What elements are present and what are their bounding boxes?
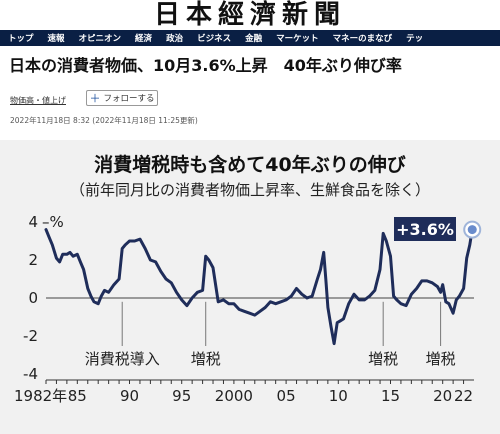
masthead[interactable]: 日本經濟新聞 <box>0 0 500 30</box>
y-tick-label: 4 <box>28 213 38 231</box>
x-tick-label: 22 <box>454 387 473 405</box>
nav-item-money[interactable]: マネーのまなび <box>332 34 393 44</box>
x-tick-label: 95 <box>172 387 191 405</box>
latest-callout-box <box>394 217 456 241</box>
nav-item-top[interactable]: トップ <box>8 34 34 44</box>
site-logo[interactable]: 日本經濟新聞 <box>153 0 346 30</box>
x-tick-label: 10 <box>329 387 348 405</box>
annotation-label: 増税 <box>426 350 456 368</box>
nav-item-opinion[interactable]: オピニオン <box>78 34 122 44</box>
publish-date: 2022年11月18日 8:32 (2022年11月18日 11:25更新) <box>10 116 198 125</box>
y-tick-label: -4 <box>23 365 38 383</box>
y-tick-label: -2 <box>23 327 38 345</box>
nav-item-tech[interactable]: テッ <box>406 34 424 44</box>
annotation-label: 消費税導入 <box>85 350 160 368</box>
x-tick-label: 2000 <box>215 387 253 405</box>
topic-tag-link[interactable]: 物価高・値上げ <box>10 96 66 105</box>
nav-item-business[interactable]: ビジネス <box>197 34 232 44</box>
y-tick-label: 2 <box>28 251 38 269</box>
y-unit-label: –% <box>42 213 64 231</box>
article-headline: 日本の消費者物価、10月3.6%上昇 40年ぶり伸び率 <box>9 56 402 75</box>
x-tick-label: 15 <box>381 387 400 405</box>
latest-point <box>467 225 477 235</box>
latest-callout-label: +3.6% <box>396 220 454 239</box>
follow-button[interactable]: ＋ フォローする <box>86 90 158 106</box>
nav-item-economy[interactable]: 経済 <box>135 34 153 44</box>
nav-item-politics[interactable]: 政治 <box>166 34 184 44</box>
x-tick-label: 05 <box>277 387 296 405</box>
annotation-label: 増税 <box>368 350 398 368</box>
follow-label: フォローする <box>103 94 155 104</box>
chart-title: 消費増税時も含めて40年ぶりの伸び <box>94 154 406 176</box>
nav-item-finance[interactable]: 金融 <box>245 34 263 44</box>
x-tick-label: 20 <box>433 387 452 405</box>
nav-bar: トップ 速報 オピニオン 経済 政治 ビジネス 金融 マーケット マネーのまなび… <box>0 30 500 46</box>
x-tick-label: 85 <box>68 387 87 405</box>
cpi-series-line <box>44 228 474 346</box>
nav-item-market[interactable]: マーケット <box>276 34 319 44</box>
y-tick-label: 0 <box>28 289 38 307</box>
plus-icon: ＋ <box>89 92 101 105</box>
x-tick-label: 90 <box>120 387 139 405</box>
chart-subtitle: （前年同月比の消費者物価上昇率、生鮮食品を除く） <box>69 181 430 199</box>
x-tick-label: 1982年 <box>14 387 67 405</box>
annotation-label: 増税 <box>191 350 221 368</box>
nav-item-breaking[interactable]: 速報 <box>47 34 65 44</box>
